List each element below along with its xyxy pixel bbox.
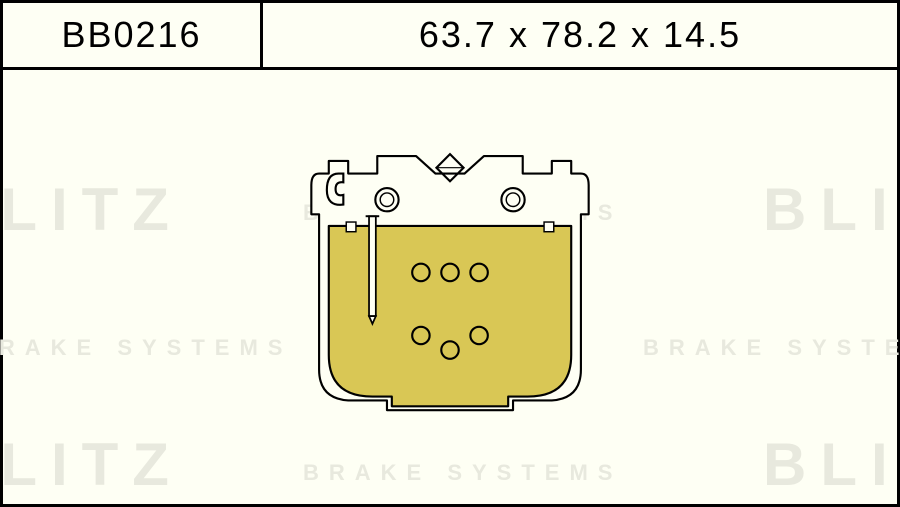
- brake-pad-svg: [290, 142, 610, 432]
- header-row: BB0216 63.7 x 78.2 x 14.5: [0, 0, 900, 70]
- watermark-brand: BLITZ: [763, 175, 900, 244]
- brake-pad-diagram: [290, 142, 610, 432]
- part-number-cell: BB0216: [3, 3, 263, 67]
- part-number: BB0216: [61, 14, 201, 56]
- watermark-tagline: BRAKE SYSTEMS: [0, 335, 292, 361]
- dimensions-text: 63.7 x 78.2 x 14.5: [419, 14, 741, 56]
- dimensions-cell: 63.7 x 78.2 x 14.5: [263, 3, 897, 67]
- watermark-brand: BLITZ: [0, 430, 183, 499]
- watermark-brand: BLITZ: [763, 430, 900, 499]
- watermark-tagline: BRAKE SYSTEMS: [303, 460, 622, 486]
- watermark-tagline: BRAKE SYSTEMS: [643, 335, 900, 361]
- main-panel: BLITZ BLITZ BLITZ BLITZ BRAKE SYSTEMS BRAKE S…: [0, 70, 900, 507]
- watermark-brand: BLITZ: [0, 175, 183, 244]
